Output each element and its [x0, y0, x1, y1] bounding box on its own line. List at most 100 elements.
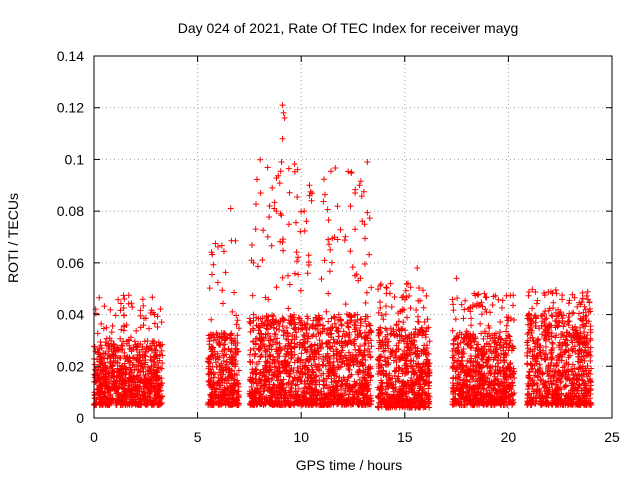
data-point: [248, 383, 255, 390]
data-point: [111, 381, 118, 388]
data-point: [348, 371, 355, 378]
data-point: [137, 307, 144, 314]
data-point: [262, 347, 269, 354]
data-point: [140, 322, 147, 329]
data-point: [225, 345, 232, 352]
data-point: [135, 367, 142, 374]
data-point: [550, 299, 557, 306]
data-point: [207, 400, 214, 407]
data-point: [142, 353, 149, 360]
data-point: [566, 310, 573, 317]
x-tick-label: 10: [293, 429, 309, 445]
data-point: [119, 379, 126, 386]
data-point: [120, 312, 127, 319]
data-point: [208, 249, 215, 256]
data-point: [253, 201, 260, 208]
data-point: [321, 257, 328, 264]
data-point: [100, 374, 107, 381]
data-point: [368, 328, 375, 335]
data-point: [547, 350, 554, 357]
data-point: [278, 212, 285, 219]
data-point: [468, 315, 475, 322]
data-point: [355, 371, 362, 378]
y-tick-label: 0: [76, 410, 84, 426]
data-point: [212, 388, 219, 395]
data-point: [331, 314, 338, 321]
data-point: [220, 333, 227, 340]
data-point: [351, 342, 358, 349]
data-point: [208, 383, 215, 390]
data-point: [217, 399, 224, 406]
data-point: [334, 236, 341, 243]
data-point: [266, 342, 273, 349]
data-point: [267, 364, 274, 371]
data-point: [271, 199, 278, 206]
data-point: [153, 367, 160, 374]
data-point: [101, 303, 108, 310]
data-point: [270, 381, 277, 388]
data-point: [266, 353, 273, 360]
data-point: [208, 375, 215, 382]
data-point: [122, 401, 129, 408]
data-point: [503, 322, 510, 329]
data-point: [304, 270, 311, 277]
data-point: [218, 242, 225, 249]
data-point: [233, 321, 240, 328]
x-tick-label: 5: [194, 429, 202, 445]
y-tick-label: 0.12: [57, 100, 84, 116]
data-point: [319, 322, 326, 329]
data-point: [352, 318, 359, 325]
data-point: [326, 268, 333, 275]
data-point: [207, 366, 214, 373]
data-point: [345, 324, 352, 331]
data-point: [147, 310, 154, 317]
data-point: [233, 395, 240, 402]
data-point: [333, 351, 340, 358]
data-point: [92, 366, 99, 373]
data-point: [125, 292, 132, 299]
data-point: [286, 189, 293, 196]
data-point: [260, 227, 267, 234]
data-point: [342, 233, 349, 240]
data-point: [226, 389, 233, 396]
data-point: [156, 357, 163, 364]
data-point: [140, 357, 147, 364]
data-point: [208, 332, 215, 339]
data-point: [158, 365, 165, 372]
data-point: [108, 337, 115, 344]
data-point: [335, 311, 342, 318]
data-point: [269, 312, 276, 319]
data-point: [328, 379, 335, 386]
data-point: [247, 359, 254, 366]
data-point: [133, 343, 140, 350]
data-point: [109, 380, 116, 387]
data-point: [252, 371, 259, 378]
data-point: [95, 351, 102, 358]
grid-lines: [94, 56, 612, 418]
data-point: [346, 329, 353, 336]
data-point: [123, 322, 130, 329]
data-point: [142, 381, 149, 388]
data-point: [125, 358, 132, 365]
y-tick-label: 0.08: [57, 203, 84, 219]
data-point: [232, 361, 239, 368]
data-point: [318, 275, 325, 282]
y-tick-label: 0.14: [57, 48, 84, 64]
data-point: [294, 193, 301, 200]
data-point: [120, 327, 127, 334]
data-point: [261, 372, 268, 379]
data-point: [117, 375, 124, 382]
data-point: [127, 366, 134, 373]
data-point: [212, 355, 219, 362]
data-point: [342, 301, 349, 308]
data-point: [102, 399, 109, 406]
data-point: [234, 332, 241, 339]
data-point: [222, 269, 229, 276]
data-point: [510, 316, 517, 323]
data-point: [362, 357, 369, 364]
data-point: [112, 312, 119, 319]
data-point: [341, 237, 348, 244]
data-point: [291, 359, 298, 366]
data-point: [118, 370, 125, 377]
data-point: [235, 402, 242, 409]
